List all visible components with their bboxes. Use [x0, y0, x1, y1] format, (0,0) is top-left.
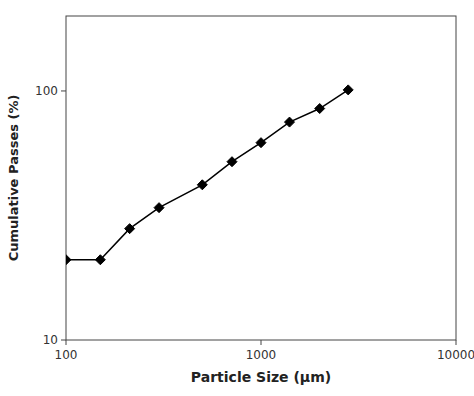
x-tick	[66, 340, 67, 345]
marker	[125, 224, 135, 234]
marker	[256, 138, 266, 148]
y-tick	[61, 340, 66, 341]
x-tick-label: 1000	[246, 348, 277, 362]
plot-frame	[66, 16, 456, 340]
x-tick	[456, 340, 457, 345]
plot-area	[66, 85, 353, 265]
x-axis-label: Particle Size (μm)	[191, 369, 331, 385]
y-tick-label: 10	[43, 333, 58, 347]
chart: 10010001000010100Particle Size (μm)Cumul…	[0, 0, 474, 396]
marker	[284, 117, 294, 127]
marker	[227, 157, 237, 167]
line	[66, 90, 348, 260]
marker	[197, 180, 207, 190]
x-tick-label: 100	[55, 348, 78, 362]
y-tick-label: 100	[35, 84, 58, 98]
marker	[66, 255, 71, 265]
x-tick	[261, 340, 262, 345]
marker	[95, 255, 105, 265]
y-tick	[61, 90, 66, 91]
y-axis-label: Cumulative Passes (%)	[6, 95, 21, 262]
marker	[315, 104, 325, 114]
marker	[154, 203, 164, 213]
x-tick-label: 10000	[437, 348, 474, 362]
marker	[343, 85, 353, 95]
